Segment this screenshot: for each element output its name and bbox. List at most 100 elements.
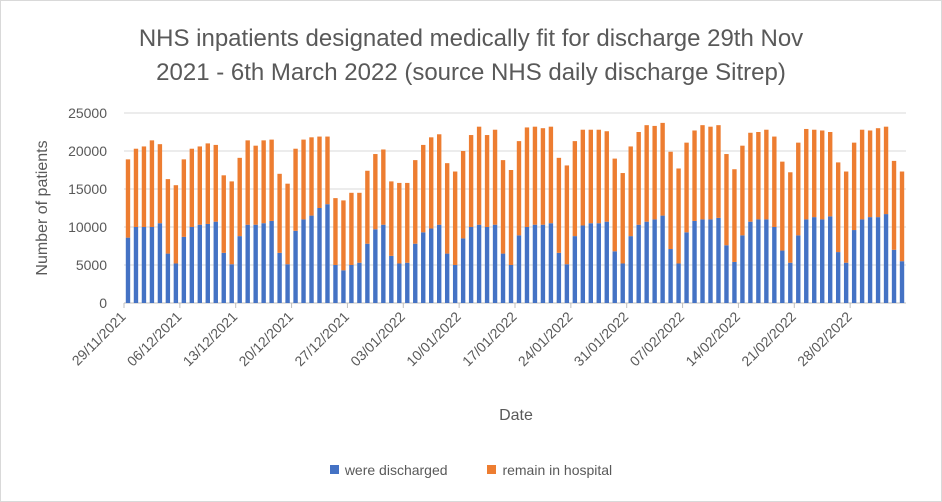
bar-were-discharged — [604, 221, 609, 303]
x-tick-label: 13/12/2021 — [180, 308, 241, 369]
bar-remain-in-hospital — [692, 130, 697, 221]
bar-were-discharged — [229, 264, 234, 303]
y-tick-label: 10000 — [68, 219, 107, 235]
bar-were-discharged — [325, 204, 330, 303]
bar-remain-in-hospital — [189, 148, 195, 227]
bar-were-discharged — [213, 221, 218, 303]
bar-remain-in-hospital — [580, 129, 586, 226]
bar-remain-in-hospital — [436, 134, 442, 225]
bar-remain-in-hospital — [859, 129, 865, 220]
bar-were-discharged — [429, 228, 434, 303]
x-tick-label: 29/11/2021 — [69, 308, 129, 368]
x-axis-ticks: 29/11/202106/12/202113/12/202120/12/2021… — [69, 303, 855, 369]
bar-were-discharged — [883, 214, 889, 303]
chart-title: NHS inpatients designated medically fit … — [0, 22, 942, 90]
bar-remain-in-hospital — [604, 131, 609, 222]
bar-remain-in-hospital — [317, 136, 322, 208]
bar-remain-in-hospital — [628, 146, 633, 237]
bar-remain-in-hospital — [716, 125, 721, 218]
x-tick-label: 31/01/2022 — [571, 308, 632, 369]
bar-were-discharged — [141, 227, 147, 303]
bar-were-discharged — [620, 263, 625, 303]
bar-remain-in-hospital — [764, 129, 769, 220]
bar-remain-in-hospital — [237, 157, 242, 237]
bar-remain-in-hospital — [796, 142, 801, 236]
legend-item-remain: remain in hospital — [487, 462, 612, 478]
bar-were-discharged — [261, 223, 266, 303]
bar-remain-in-hospital — [708, 126, 713, 220]
bar-remain-in-hospital — [261, 140, 266, 224]
bar-were-discharged — [636, 224, 641, 303]
bar-were-discharged — [444, 253, 450, 303]
x-tick-label: 28/02/2022 — [794, 308, 855, 369]
bar-remain-in-hospital — [564, 165, 570, 265]
bar-remain-in-hospital — [676, 168, 681, 264]
bar-were-discharged — [676, 263, 681, 303]
bar-were-discharged — [652, 219, 657, 303]
bar-were-discharged — [173, 263, 179, 303]
bar-remain-in-hospital — [788, 172, 793, 263]
bar-were-discharged — [700, 219, 705, 303]
bar-were-discharged — [221, 252, 226, 303]
bar-were-discharged — [756, 219, 761, 303]
bar-were-discharged — [277, 252, 282, 303]
bar-remain-in-hospital — [460, 151, 466, 239]
bar-were-discharged — [580, 225, 586, 303]
bar-were-discharged — [197, 224, 203, 303]
bar-were-discharged — [875, 217, 881, 303]
bar-were-discharged — [452, 265, 458, 303]
bar-remain-in-hospital — [125, 159, 131, 238]
bar-remain-in-hospital — [269, 139, 274, 221]
bar-were-discharged — [436, 224, 442, 303]
bar-remain-in-hospital — [843, 171, 849, 263]
bar-remain-in-hospital — [245, 140, 250, 225]
chart-title-line-2: 2021 - 6th March 2022 (source NHS daily … — [156, 59, 786, 86]
y-axis-label: Number of patients — [34, 140, 51, 275]
bar-remain-in-hospital — [333, 198, 338, 265]
bar-remain-in-hospital — [229, 181, 234, 265]
bar-remain-in-hospital — [700, 125, 705, 220]
bar-remain-in-hospital — [780, 161, 785, 251]
bar-were-discharged — [341, 270, 346, 303]
bar-remain-in-hospital — [867, 130, 873, 218]
bar-remain-in-hospital — [652, 125, 657, 220]
bar-were-discharged — [540, 224, 546, 303]
bar-were-discharged — [484, 227, 490, 303]
x-tick-label: 03/01/2022 — [347, 308, 408, 369]
y-tick-label: 20000 — [68, 143, 107, 159]
bar-were-discharged — [804, 219, 809, 303]
bar-were-discharged — [125, 237, 131, 303]
x-tick-label: 10/01/2022 — [403, 308, 464, 369]
bar-were-discharged — [780, 250, 785, 303]
bar-remain-in-hospital — [277, 173, 282, 253]
bar-were-discharged — [165, 253, 171, 303]
bar-remain-in-hospital — [772, 136, 777, 227]
bar-remain-in-hospital — [644, 125, 649, 222]
bar-were-discharged — [405, 262, 410, 303]
bar-remain-in-hospital — [397, 182, 402, 264]
bar-were-discharged — [572, 236, 578, 303]
bar-remain-in-hospital — [293, 148, 298, 231]
bar-remain-in-hospital — [444, 163, 450, 254]
bar-remain-in-hospital — [253, 145, 258, 225]
bar-were-discharged — [835, 252, 841, 303]
bar-remain-in-hospital — [740, 145, 745, 236]
bar-were-discharged — [708, 219, 713, 303]
bar-remain-in-hospital — [851, 142, 857, 231]
bar-were-discharged — [357, 262, 362, 303]
legend-item-discharged: were discharged — [329, 462, 448, 478]
x-tick-label: 20/12/2021 — [235, 308, 296, 369]
bar-were-discharged — [476, 224, 482, 303]
x-axis-label: Date — [499, 407, 533, 424]
bar-remain-in-hospital — [748, 132, 753, 222]
x-tick-label: 27/12/2021 — [291, 308, 352, 369]
bar-were-discharged — [181, 236, 187, 303]
bar-were-discharged — [812, 217, 817, 303]
bar-were-discharged — [389, 255, 394, 303]
bars — [125, 122, 905, 303]
bar-were-discharged — [133, 227, 139, 303]
bar-remain-in-hospital — [636, 132, 641, 225]
bar-remain-in-hospital — [484, 135, 490, 227]
bar-were-discharged — [820, 219, 825, 303]
bar-remain-in-hospital — [476, 126, 482, 225]
